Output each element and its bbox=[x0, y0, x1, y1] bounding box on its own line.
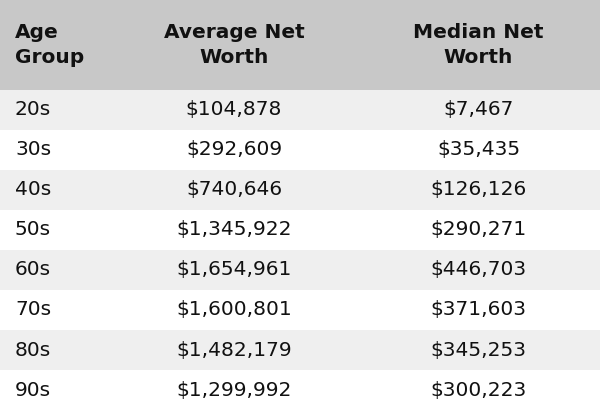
Text: $35,435: $35,435 bbox=[437, 140, 520, 159]
Bar bbox=[357, 130, 600, 170]
Bar bbox=[111, 90, 357, 130]
Text: $126,126: $126,126 bbox=[430, 180, 527, 199]
Bar bbox=[111, 210, 357, 250]
Bar bbox=[0, 130, 111, 170]
Bar bbox=[357, 370, 600, 410]
Bar bbox=[111, 0, 357, 90]
Bar bbox=[111, 170, 357, 210]
Text: Average Net
Worth: Average Net Worth bbox=[164, 23, 304, 67]
Bar bbox=[111, 250, 357, 290]
Bar bbox=[0, 0, 111, 90]
Bar bbox=[111, 130, 357, 170]
Text: 20s: 20s bbox=[15, 100, 51, 119]
Text: 90s: 90s bbox=[15, 381, 51, 399]
Text: $300,223: $300,223 bbox=[430, 381, 527, 399]
Bar bbox=[357, 210, 600, 250]
Bar bbox=[111, 330, 357, 370]
Bar bbox=[0, 370, 111, 410]
Bar bbox=[357, 250, 600, 290]
Text: $1,299,992: $1,299,992 bbox=[176, 381, 292, 399]
Bar bbox=[357, 170, 600, 210]
Text: 50s: 50s bbox=[15, 220, 51, 239]
Bar bbox=[0, 170, 111, 210]
Text: $104,878: $104,878 bbox=[186, 100, 282, 119]
Bar bbox=[0, 90, 111, 130]
Text: $290,271: $290,271 bbox=[430, 220, 527, 239]
Bar bbox=[357, 330, 600, 370]
Bar bbox=[0, 330, 111, 370]
Text: $1,654,961: $1,654,961 bbox=[176, 261, 292, 279]
Text: $1,600,801: $1,600,801 bbox=[176, 300, 292, 319]
Text: $345,253: $345,253 bbox=[431, 341, 527, 360]
Text: $7,467: $7,467 bbox=[443, 100, 514, 119]
Text: $1,345,922: $1,345,922 bbox=[176, 220, 292, 239]
Bar bbox=[111, 370, 357, 410]
Text: 60s: 60s bbox=[15, 261, 51, 279]
Text: 80s: 80s bbox=[15, 341, 51, 360]
Text: $446,703: $446,703 bbox=[430, 261, 527, 279]
Text: $371,603: $371,603 bbox=[431, 300, 527, 319]
Text: $1,482,179: $1,482,179 bbox=[176, 341, 292, 360]
Bar bbox=[357, 290, 600, 330]
Text: Median Net
Worth: Median Net Worth bbox=[413, 23, 544, 67]
Text: 70s: 70s bbox=[15, 300, 51, 319]
Bar bbox=[0, 250, 111, 290]
Text: 30s: 30s bbox=[15, 140, 51, 159]
Bar bbox=[357, 0, 600, 90]
Text: $740,646: $740,646 bbox=[186, 180, 282, 199]
Bar bbox=[0, 210, 111, 250]
Text: $292,609: $292,609 bbox=[186, 140, 282, 159]
Text: Age
Group: Age Group bbox=[15, 23, 84, 67]
Bar bbox=[111, 290, 357, 330]
Bar bbox=[0, 290, 111, 330]
Bar bbox=[357, 90, 600, 130]
Text: 40s: 40s bbox=[15, 180, 51, 199]
